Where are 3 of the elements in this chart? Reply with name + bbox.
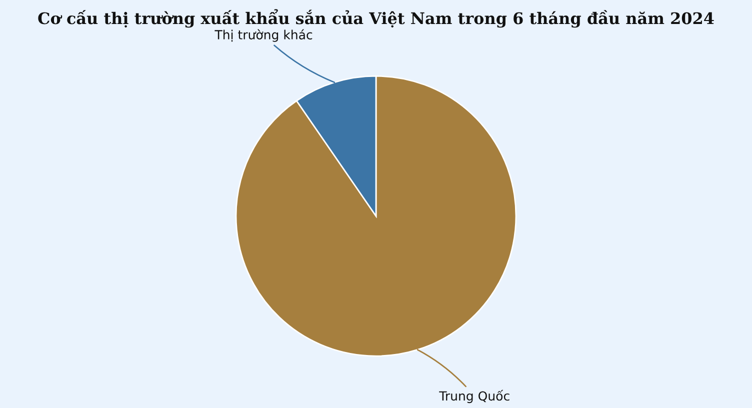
slice-label: Thị trường khác	[214, 29, 312, 42]
slice-label: Trung Quốc	[439, 390, 510, 404]
chart-title: Cơ cấu thị trường xuất khẩu sắn của Việt Nam trong 6 tháng đầu năm 2024	[38, 9, 714, 28]
